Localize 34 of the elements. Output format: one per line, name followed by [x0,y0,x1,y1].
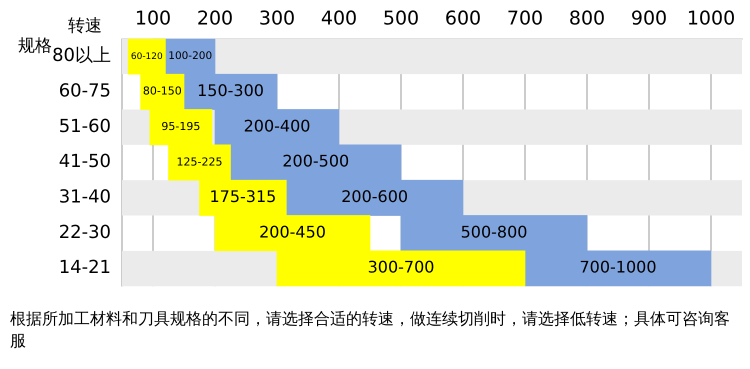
y-tick-label: 80以上 [52,45,111,66]
data-label: 95-195 [161,120,200,134]
data-label: 200-500 [282,152,350,171]
x-tick-label: 300 [258,7,296,30]
data-label: 500-800 [460,222,528,242]
data-label: 125-225 [176,155,222,168]
x-tick-label: 900 [630,7,668,30]
data-label: 700-1000 [579,258,657,277]
data-label: 150-300 [197,80,264,100]
y-tick-label: 41-50 [58,151,111,172]
data-label: 175-315 [209,187,276,206]
data-label: 300-700 [368,258,434,277]
x-tick-label: 100 [134,7,172,30]
data-label: 200-450 [259,222,326,242]
x-axis-title: 转速 [68,15,102,37]
y-axis-title: 规格 [18,35,52,57]
x-tick-label: 1000 [686,7,736,30]
text: 根据所加工材料和刀具规格的不同，请选择合适的转速，做连续切削时，请选择低转速；具体可咨询客服 [10,308,731,352]
y-tick-label: 14-21 [58,257,111,278]
data-label: 80-150 [142,84,182,98]
data-label: 100-200 [168,50,212,62]
x-tick-label: 500 [382,7,420,30]
y-tick-label: 31-40 [58,186,111,208]
y-tick-label: 22-30 [58,222,111,243]
x-tick-label: 400 [320,7,358,30]
data-label: 60-120 [130,52,164,62]
x-tick-label: 600 [444,7,482,30]
x-tick-label: 800 [568,7,606,30]
data-label: 200-600 [341,187,408,206]
data-label: 200-400 [244,116,310,136]
x-tick-label: 700 [506,7,544,30]
y-tick-label: 60-75 [58,80,111,102]
x-tick-label: 200 [196,7,234,30]
y-tick-label: 51-60 [58,116,111,137]
